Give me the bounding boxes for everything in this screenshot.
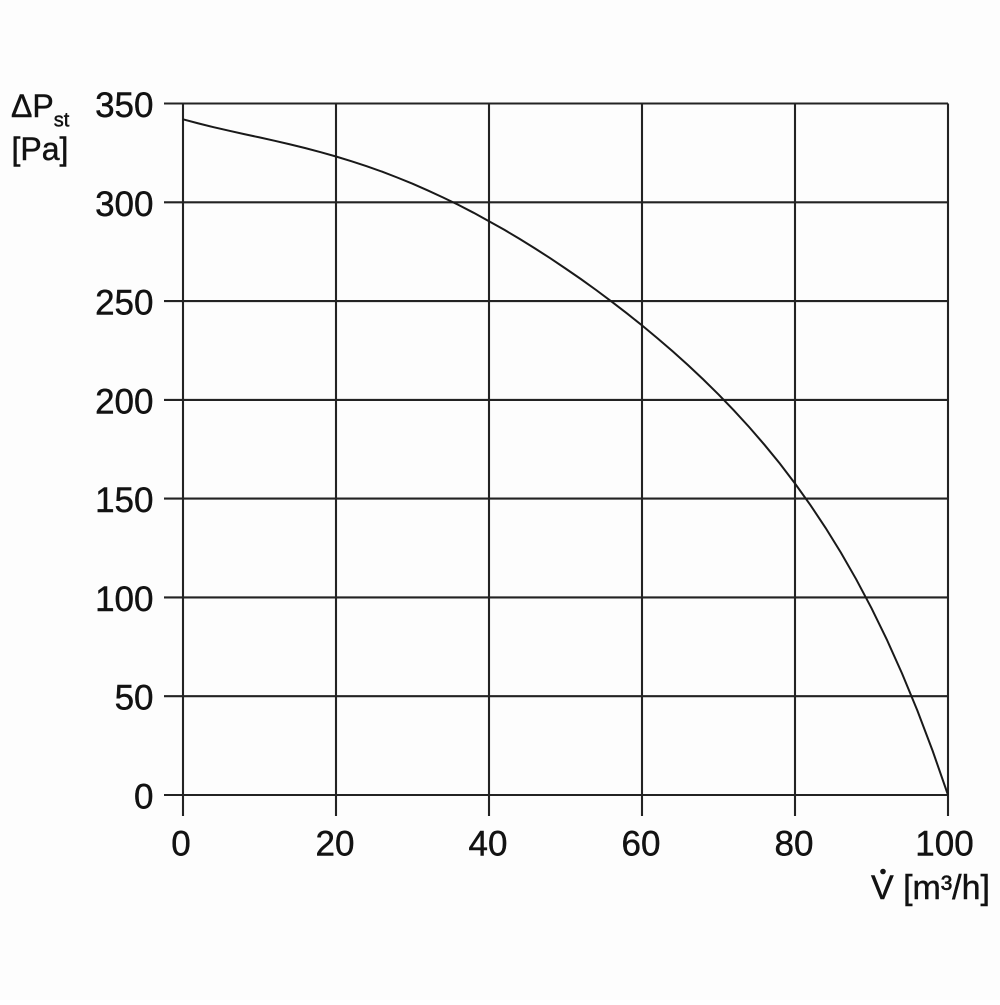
svg-text:60: 60 (622, 825, 661, 864)
svg-text:50: 50 (115, 679, 154, 718)
svg-text:300: 300 (95, 185, 153, 224)
svg-text:100: 100 (95, 580, 153, 619)
svg-text:100: 100 (915, 825, 973, 864)
svg-text:20: 20 (316, 825, 355, 864)
svg-text:40: 40 (469, 825, 508, 864)
svg-text:350: 350 (95, 86, 153, 125)
svg-text:V [m³/h]: V [m³/h] (871, 869, 990, 907)
svg-text:0: 0 (171, 825, 190, 864)
svg-text:150: 150 (95, 481, 153, 520)
svg-text:250: 250 (95, 284, 153, 323)
svg-text:200: 200 (95, 382, 153, 421)
svg-text:[Pa]: [Pa] (12, 131, 69, 167)
svg-text:80: 80 (775, 825, 814, 864)
svg-text:0: 0 (134, 778, 153, 817)
